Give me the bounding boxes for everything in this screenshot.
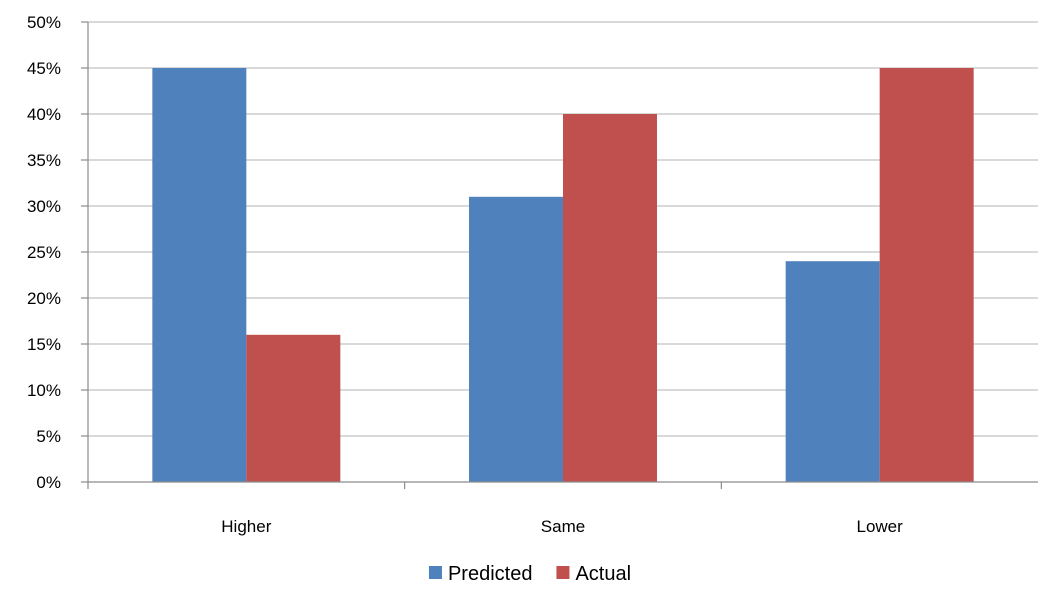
bar-predicted-same [469, 196, 563, 483]
bar-predicted-higher [152, 68, 247, 482]
y-tick-labels: 0% 5% 10% 15% 20% 25% 30% 35% 40% 45% 50% [27, 13, 61, 492]
legend-swatch-predicted [428, 566, 442, 579]
legend-swatch-actual [556, 566, 570, 579]
x-tick-label: Same [541, 517, 585, 536]
y-tick-label: 5% [36, 427, 61, 446]
y-tick-label: 35% [27, 151, 61, 170]
y-tick-label: 20% [27, 289, 61, 308]
y-tick-label: 50% [27, 13, 61, 32]
x-tick-label: Lower [857, 517, 904, 536]
bar-actual-same [563, 114, 657, 482]
legend-label-predicted: Predicted [448, 563, 533, 585]
bars [152, 68, 974, 483]
bar-actual-higher [246, 334, 341, 482]
bar-predicted-lower [785, 261, 880, 482]
y-tick-label: 25% [27, 243, 61, 262]
y-tick-label: 45% [27, 59, 61, 78]
y-tick-label: 40% [27, 105, 61, 124]
y-tick-label: 15% [27, 335, 61, 354]
y-tick-label: 30% [27, 197, 61, 216]
y-tick-label: 0% [36, 473, 61, 492]
legend: Predicted Actual [428, 563, 631, 585]
legend-label-actual: Actual [575, 563, 631, 585]
axes [81, 21, 1038, 489]
x-tick-label: Higher [221, 517, 271, 536]
y-tick-label: 10% [27, 381, 61, 400]
bar-actual-lower [879, 68, 974, 482]
x-tick-labels: Higher Same Lower [221, 517, 903, 536]
